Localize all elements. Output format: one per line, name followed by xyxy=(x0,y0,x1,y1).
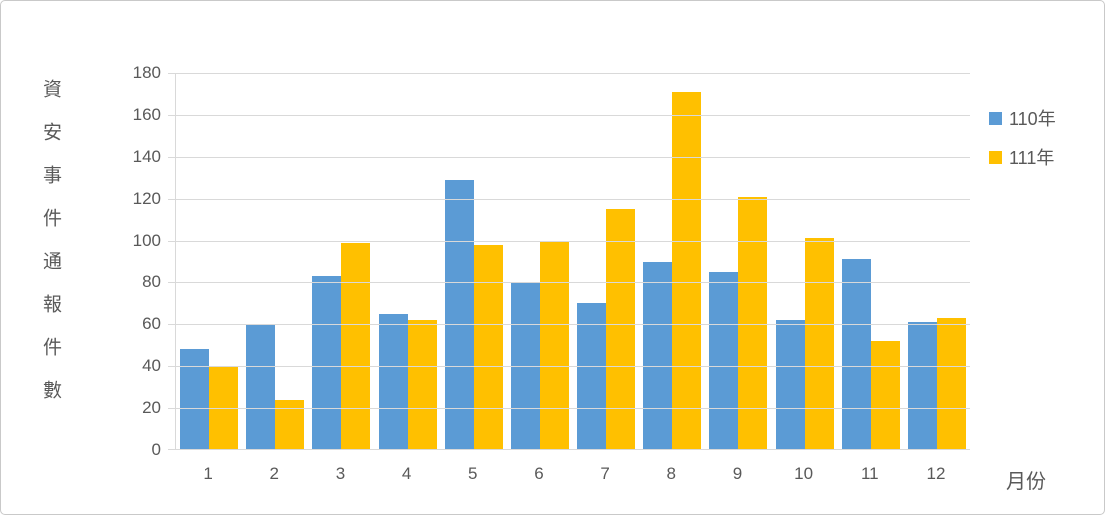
gridline xyxy=(176,408,970,410)
y-axis-tickmark xyxy=(168,449,176,450)
bar-111年-month-12 xyxy=(936,318,966,450)
x-tick-label: 3 xyxy=(335,464,346,483)
y-axis-tickmark xyxy=(168,282,176,284)
bar-group-month-1 xyxy=(176,73,242,450)
y-tick-label: 140 xyxy=(132,146,161,166)
y-axis-labels: 0 20 40 60 80 100 120 140 160 180 xyxy=(89,63,161,459)
bar-110年-month-5 xyxy=(444,179,474,450)
x-tick-label: 7 xyxy=(600,464,610,483)
bar-group-month-8 xyxy=(639,73,705,450)
bar-111年-month-5 xyxy=(473,244,503,450)
bar-110年-month-7 xyxy=(577,303,607,450)
bar-group-month-4 xyxy=(375,73,441,450)
bar-group-month-7 xyxy=(573,73,639,450)
bar-group-month-3 xyxy=(308,73,374,450)
bar-111年-month-6 xyxy=(539,240,569,450)
y-tick-label: 20 xyxy=(142,398,161,418)
legend-item-111: 111年 xyxy=(989,144,1056,170)
bar-group-month-6 xyxy=(507,73,573,450)
plot-area xyxy=(168,73,970,450)
legend-label-111: 111年 xyxy=(1009,148,1055,168)
gridline xyxy=(176,198,970,200)
bar-110年-month-3 xyxy=(312,276,342,450)
y-tick-label: 100 xyxy=(132,230,161,250)
bar-111年-month-2 xyxy=(275,399,305,450)
y-tick-label: 180 xyxy=(132,63,161,82)
y-axis-tickmark xyxy=(168,114,176,116)
bar-group-month-9 xyxy=(705,73,771,450)
gridline xyxy=(176,156,970,158)
bar-110年-month-10 xyxy=(775,320,805,450)
bar-110年-month-1 xyxy=(180,349,210,450)
x-tick-label: 10 xyxy=(794,464,814,483)
x-tick-label: 11 xyxy=(860,464,879,483)
legend-label-110: 110年 xyxy=(1009,109,1056,129)
x-tick-label: 2 xyxy=(269,464,279,483)
x-tick-label: 1 xyxy=(203,464,213,483)
y-axis-tickmark xyxy=(168,240,176,242)
bar-110年-month-8 xyxy=(643,261,673,450)
bar-111年-month-7 xyxy=(606,209,636,450)
bar-groups xyxy=(176,73,970,450)
x-tick-label: 4 xyxy=(401,464,412,483)
y-tick-label: 60 xyxy=(142,314,161,334)
y-axis-tickmark xyxy=(168,408,176,410)
bar-111年-month-4 xyxy=(407,320,437,450)
y-axis-tickmark xyxy=(168,198,176,200)
x-tick-label: 6 xyxy=(534,464,544,483)
y-axis-tickmark xyxy=(168,156,176,158)
gridline xyxy=(176,73,970,74)
x-tick-label: 12 xyxy=(926,464,946,483)
bar-110年-month-4 xyxy=(378,313,408,450)
legend-swatch-111-icon xyxy=(989,150,1002,164)
bar-111年-month-8 xyxy=(672,91,702,450)
bar-group-month-11 xyxy=(838,73,904,450)
y-tick-label: 40 xyxy=(142,356,161,376)
gridline xyxy=(176,449,970,450)
legend-item-110: 110年 xyxy=(989,105,1056,131)
bar-111年-month-1 xyxy=(209,366,239,450)
bar-111年-month-10 xyxy=(804,238,834,450)
y-tick-label: 120 xyxy=(132,188,161,208)
x-tick-label: 9 xyxy=(732,464,743,483)
x-tick-label: 5 xyxy=(468,464,478,483)
legend-swatch-110-icon xyxy=(989,111,1002,125)
y-axis-tickmark xyxy=(168,366,176,368)
y-tick-label: 160 xyxy=(132,104,161,124)
bar-110年-month-6 xyxy=(510,282,540,450)
y-axis-tickmark xyxy=(168,73,176,74)
bar-111年-month-3 xyxy=(341,242,371,450)
y-axis-tickmark xyxy=(168,324,176,326)
bar-group-month-2 xyxy=(242,73,308,450)
bar-group-month-12 xyxy=(904,73,970,450)
y-tick-label: 80 xyxy=(142,272,161,292)
x-tick-label: 8 xyxy=(666,464,677,483)
bar-110年-month-9 xyxy=(709,271,739,450)
bar-110年-month-2 xyxy=(246,324,276,450)
legend: 110年 111年 xyxy=(989,105,1056,170)
bar-111年-month-11 xyxy=(870,341,900,450)
x-axis-labels: 1 2 3 4 5 6 7 8 9 10 11 12 xyxy=(175,464,969,484)
bar-110年-month-12 xyxy=(907,322,937,450)
gridline xyxy=(176,114,970,116)
y-tick-label: 0 xyxy=(151,440,161,459)
gridline xyxy=(176,282,970,284)
bar-110年-month-11 xyxy=(841,259,871,450)
y-axis-title: 資安事件通報件數 xyxy=(40,79,61,423)
gridline xyxy=(176,366,970,368)
gridline xyxy=(176,324,970,326)
bar-group-month-10 xyxy=(772,73,838,450)
x-axis-title: 月份 xyxy=(1006,471,1046,493)
gridline xyxy=(176,240,970,242)
bar-111年-month-9 xyxy=(738,196,768,450)
bar-group-month-5 xyxy=(441,73,507,450)
